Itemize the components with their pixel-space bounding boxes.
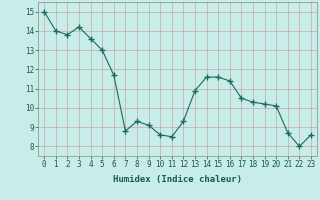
X-axis label: Humidex (Indice chaleur): Humidex (Indice chaleur) <box>113 175 242 184</box>
